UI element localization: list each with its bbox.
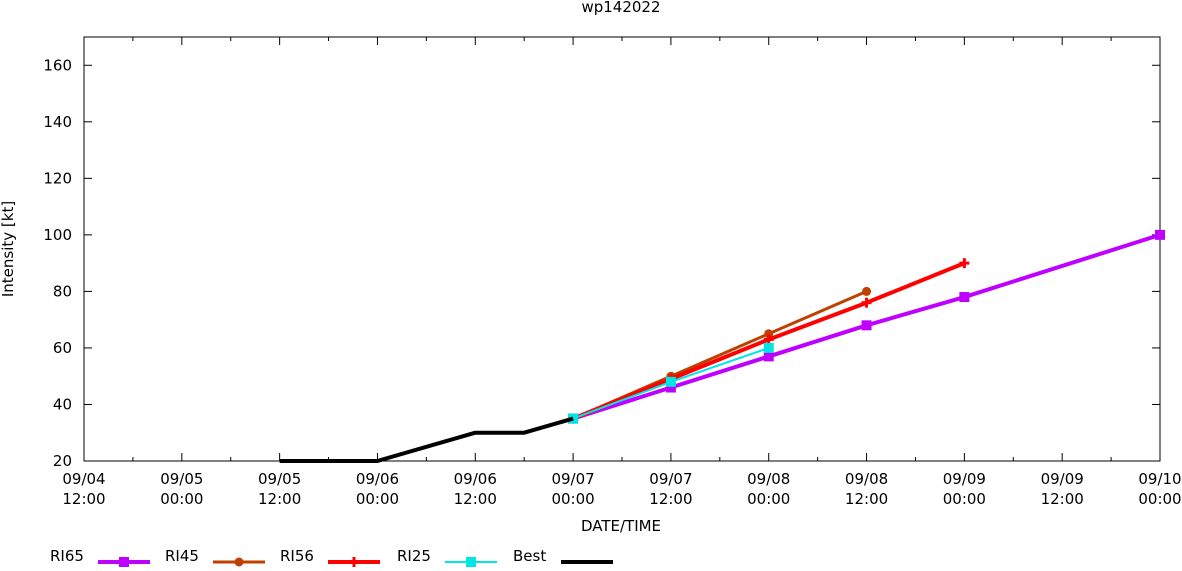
x-tick-label-time: 00:00	[551, 490, 594, 508]
x-tick-label-time: 00:00	[943, 490, 986, 508]
x-tick-label-date: 09/09	[943, 470, 986, 488]
data-point	[861, 320, 872, 331]
legend-label: RI65	[50, 547, 84, 565]
legend-label: RI25	[397, 547, 431, 565]
data-point	[959, 292, 970, 303]
x-tick-label-date: 09/08	[747, 470, 790, 488]
data-point	[665, 376, 676, 387]
x-tick-label-time: 00:00	[356, 490, 399, 508]
data-point	[1155, 229, 1165, 240]
x-tick-label-date: 09/06	[356, 470, 399, 488]
y-tick-label: 120	[43, 169, 72, 187]
series-best	[279, 416, 574, 463]
x-tick-label-time: 12:00	[1041, 490, 1084, 508]
x-tick-label-time: 12:00	[258, 490, 301, 508]
legend: RI65 RI45 RI56 RI25 Best	[50, 547, 613, 567]
x-tick-label-date: 09/10	[1138, 470, 1181, 488]
legend-label: RI56	[280, 547, 314, 565]
x-tick-label-date: 09/05	[258, 470, 301, 488]
x-tick-label-date: 09/07	[649, 470, 692, 488]
x-tick-label-time: 12:00	[454, 490, 497, 508]
x-axis-label: DATE/TIME	[581, 517, 661, 535]
x-tick-label-time: 00:00	[747, 490, 790, 508]
data-point	[665, 382, 676, 393]
x-tick-label-time: 00:00	[1138, 490, 1181, 508]
x-tick-label-date: 09/08	[845, 470, 888, 488]
series-line	[572, 232, 1161, 421]
legend-marker	[466, 557, 476, 567]
x-tick-label-time: 00:00	[160, 490, 203, 508]
y-tick-label: 60	[53, 339, 72, 357]
x-tick-label-time: 12:00	[649, 490, 692, 508]
x-tick-label-time: 12:00	[845, 490, 888, 508]
y-tick-label: 160	[43, 56, 72, 74]
y-tick-label: 140	[43, 113, 72, 131]
x-tick-label-time: 12:00	[62, 490, 105, 508]
y-axis: 20 40 60 80 100 120 140 160	[43, 56, 1160, 470]
data-point	[763, 342, 774, 353]
legend-marker	[119, 557, 129, 567]
legend-label: Best	[513, 547, 546, 565]
series-group	[279, 229, 1165, 463]
series-line	[279, 416, 574, 463]
y-tick-label: 20	[53, 452, 72, 470]
x-tick-label-date: 09/09	[1041, 470, 1084, 488]
y-tick-label: 100	[43, 226, 72, 244]
legend-marker	[234, 557, 244, 567]
x-tick-label-date: 09/07	[551, 470, 594, 488]
chart-title: wp142022	[581, 0, 660, 16]
data-point	[763, 351, 774, 362]
x-tick-label-date: 09/05	[160, 470, 203, 488]
x-tick-label-date: 09/06	[454, 470, 497, 488]
x-tick-label-date: 09/04	[62, 470, 105, 488]
data-point	[862, 286, 872, 296]
x-axis: 09/04 12:00 09/05 00:00 09/05 12:00 09/06 00:00…	[62, 37, 1182, 508]
y-axis-label: Intensity [kt]	[0, 201, 17, 297]
legend-label: RI45	[165, 547, 199, 565]
series-ri65	[568, 229, 1165, 424]
y-tick-label: 80	[53, 282, 72, 300]
data-point	[764, 329, 774, 339]
y-tick-label: 40	[53, 395, 72, 413]
